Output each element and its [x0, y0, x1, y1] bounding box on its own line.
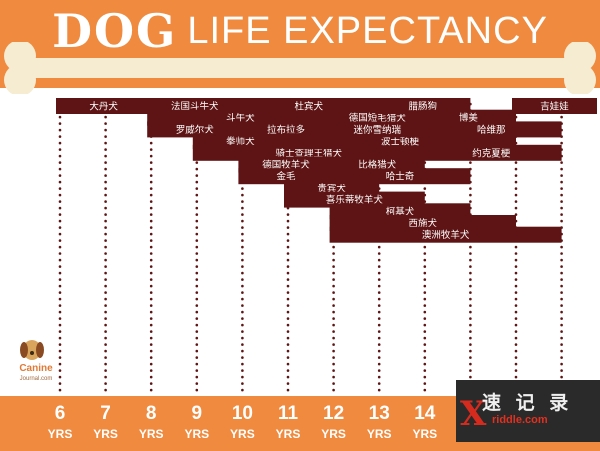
dog-logo-icon	[20, 340, 44, 360]
bar-label: 贵宾犬	[317, 182, 346, 194]
bar-label: 比格猎犬	[358, 159, 397, 171]
bar-label: 吉娃娃	[540, 101, 569, 113]
x-tick-unit: YRS	[367, 427, 392, 441]
x-tick-label: 11	[278, 403, 299, 424]
x-tick-unit: YRS	[276, 427, 301, 441]
bar-label: 喜乐蒂牧羊犬	[326, 194, 384, 206]
bar-label: 拳师犬	[226, 136, 255, 148]
bar-label: 德国牧羊犬	[262, 159, 310, 171]
bone-icon	[4, 42, 596, 94]
watermark-text: 速 记 录	[482, 392, 573, 414]
title-life-expectancy: LIFE EXPECTANCY	[187, 9, 548, 52]
x-tick-label: 13	[369, 403, 390, 424]
x-tick-unit: YRS	[184, 427, 209, 441]
page-title: DOG LIFE EXPECTANCY	[0, 4, 600, 58]
bar	[512, 98, 597, 114]
watermark-mark: X	[460, 394, 487, 434]
logo-name: Canine	[19, 363, 53, 374]
bar	[329, 226, 562, 243]
logo-sub: Journal.com	[19, 376, 53, 382]
x-tick-label: 7	[100, 403, 111, 424]
bar-label: 西施犬	[409, 218, 438, 230]
x-tick-label: 12	[323, 403, 344, 424]
x-tick-unit: YRS	[48, 427, 73, 441]
bar-label: 拉布拉多	[267, 124, 305, 136]
x-tick-label: 9	[192, 403, 203, 424]
bar-label: 法国斗牛犬	[171, 101, 219, 113]
title-dog: DOG	[52, 4, 178, 58]
x-tick-label: 6	[55, 403, 66, 424]
x-tick-unit: YRS	[412, 427, 437, 441]
bar-label: 大丹犬	[89, 101, 118, 113]
x-tick-label: 8	[146, 403, 157, 424]
watermark: X 速 记 录 riddle.com	[456, 380, 600, 442]
x-tick-label: 14	[414, 403, 436, 424]
bar	[420, 144, 562, 161]
x-tick-unit: YRS	[93, 427, 118, 441]
bar-label: 迷你雪纳瑞	[353, 124, 401, 136]
bar	[420, 121, 562, 138]
bar-label: 博美	[459, 112, 479, 124]
x-tick-unit: YRS	[230, 427, 255, 441]
bar	[329, 121, 425, 138]
bar-label: 斗牛犬	[226, 112, 255, 124]
bar	[56, 98, 152, 114]
bar-label: 波士顿梗	[381, 136, 420, 148]
bar-label: 杜宾犬	[295, 101, 324, 113]
x-tick-unit: YRS	[139, 427, 164, 441]
bar-label: 柯基犬	[386, 206, 415, 218]
bar-label: 澳洲牧羊犬	[422, 229, 470, 241]
x-tick-unit: YRS	[321, 427, 346, 441]
bar-label: 哈士奇	[386, 171, 415, 183]
bar-label: 罗威尔犬	[176, 124, 215, 136]
bar-label: 腊肠狗	[409, 101, 438, 113]
bar	[329, 168, 471, 185]
bar-label: 金毛	[276, 171, 296, 183]
watermark-url: riddle.com	[492, 414, 548, 426]
bar-label: 骑士查理王猎犬	[276, 147, 343, 159]
bar-label: 约克夏梗	[472, 147, 511, 159]
bar-label: 德国短毛猎犬	[349, 112, 407, 124]
x-tick-label: 10	[232, 403, 253, 424]
bar-label: 哈维那	[477, 124, 506, 136]
